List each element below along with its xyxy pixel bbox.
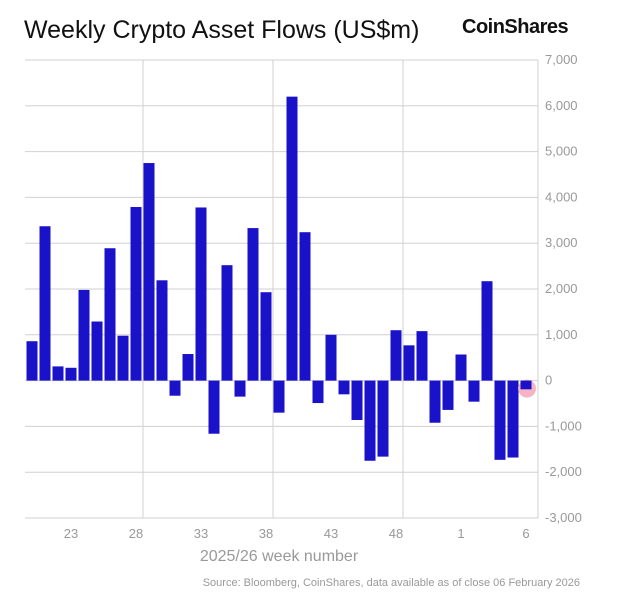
bar-week-27 [117,335,129,381]
bar-week-37 [247,228,259,381]
bar-week-2 [468,380,480,402]
y-tick-label: 0 [545,373,552,388]
bar-week-5 [507,380,519,458]
bar-week-51 [429,380,441,423]
y-tick-label: 5,000 [545,144,578,159]
bar-week-24 [78,289,90,381]
bar-week-34 [208,380,220,434]
bar-week-32 [182,354,194,381]
bar-week-25 [91,321,103,381]
y-tick-label: -3,000 [545,510,582,525]
x-tick-label: 38 [259,526,273,541]
bar-week-50 [416,331,428,381]
y-tick-label: 4,000 [545,189,578,204]
bar-week-1 [455,354,467,381]
chart-title: Weekly Crypto Asset Flows (US$m) [24,16,420,44]
x-tick-label: 23 [64,526,78,541]
bar-week-38 [260,292,272,381]
x-tick-label: 43 [324,526,338,541]
source-note: Source: Bloomberg, CoinShares, data avai… [202,577,580,589]
bar-week-33 [195,207,207,381]
bar-week-6 [520,380,532,390]
bar-week-3 [481,281,493,381]
bar-week-45 [351,380,363,420]
bar-week-44 [338,380,350,395]
bar-week-4 [494,380,506,460]
y-tick-label: 3,000 [545,235,578,250]
bar-week-43 [325,334,337,381]
x-axis-label: 2025/26 week number [200,548,359,565]
bar-week-40 [286,96,298,381]
bar-week-52 [442,380,454,410]
bar-week-31 [169,380,181,396]
bar-week-42 [312,380,324,404]
x-tick-label: 48 [389,526,403,541]
x-tick-label: 28 [129,526,143,541]
y-tick-label: -1,000 [545,418,582,433]
y-tick-label: 2,000 [545,281,578,296]
bar-week-41 [299,232,311,381]
bar-week-26 [104,248,116,381]
y-tick-label: 1,000 [545,327,578,342]
y-tick-label: 7,000 [545,52,578,67]
bar-week-23 [65,367,77,381]
bar-week-48 [390,330,402,381]
bar-week-22 [52,366,64,381]
coinshares-logo: CoinShares [462,16,569,38]
bar-week-35 [221,265,233,381]
bar-week-39 [273,380,285,413]
bar-week-46 [364,380,376,461]
bar-week-20 [26,341,38,381]
bar-week-21 [39,226,51,381]
bar-week-28 [130,207,142,381]
bar-week-36 [234,380,246,397]
bar-week-49 [403,345,415,381]
x-tick-label: 1 [457,526,464,541]
bar-week-29 [143,163,155,381]
x-tick-label: 6 [522,526,529,541]
x-tick-label: 33 [194,526,208,541]
y-tick-label: 6,000 [545,98,578,113]
bar-week-30 [156,280,168,381]
bar-week-47 [377,380,389,457]
y-tick-label: -2,000 [545,464,582,479]
